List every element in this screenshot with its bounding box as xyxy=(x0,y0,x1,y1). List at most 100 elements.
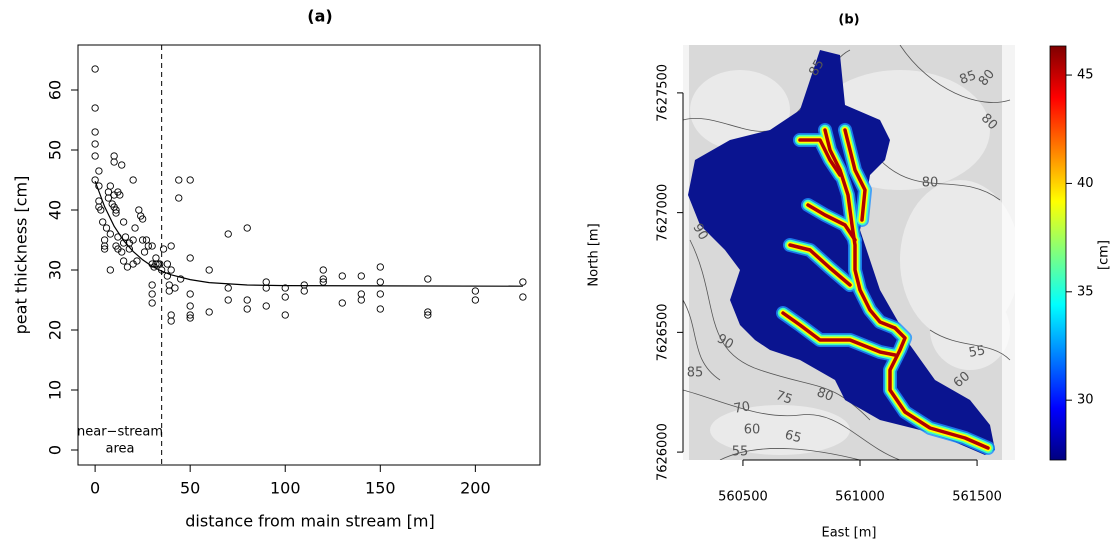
y-tick-label: 0 xyxy=(46,445,65,455)
data-point xyxy=(263,279,269,285)
data-point xyxy=(339,300,345,306)
data-point xyxy=(377,279,383,285)
data-point xyxy=(119,162,125,168)
fit-line xyxy=(95,181,523,286)
data-point xyxy=(225,285,231,291)
y-tick-label: 10 xyxy=(46,380,65,400)
data-point xyxy=(301,282,307,288)
plot-frame xyxy=(78,45,540,465)
data-point xyxy=(206,309,212,315)
data-point xyxy=(472,297,478,303)
data-point xyxy=(103,225,109,231)
annotation: area xyxy=(106,442,135,457)
data-point xyxy=(120,219,126,225)
data-point xyxy=(377,264,383,270)
data-point xyxy=(101,237,107,243)
y-tick-label: 7626500 xyxy=(656,303,671,361)
data-point xyxy=(263,303,269,309)
data-point xyxy=(92,129,98,135)
data-point xyxy=(139,237,145,243)
data-point xyxy=(472,288,478,294)
data-point xyxy=(187,255,193,261)
data-point xyxy=(176,177,182,183)
x-tick-label: 200 xyxy=(460,479,491,498)
data-point xyxy=(168,318,174,324)
y-tick-label: 60 xyxy=(46,80,65,100)
x-tick-label: 50 xyxy=(180,479,200,498)
colorbar-tick-label: 45 xyxy=(1077,68,1094,83)
x-axis-label: distance from main stream [m] xyxy=(185,512,435,531)
data-point xyxy=(92,153,98,159)
colorbar-tick-label: 40 xyxy=(1077,176,1094,191)
data-point xyxy=(168,267,174,273)
data-point xyxy=(120,258,126,264)
data-point xyxy=(145,243,151,249)
data-point xyxy=(425,276,431,282)
data-point xyxy=(377,306,383,312)
data-point xyxy=(358,297,364,303)
data-point xyxy=(149,300,155,306)
data-point xyxy=(520,294,526,300)
data-point xyxy=(96,198,102,204)
data-point xyxy=(225,231,231,237)
data-point xyxy=(92,66,98,72)
data-point xyxy=(153,255,159,261)
y-axis-label: peat thickness [cm] xyxy=(12,176,31,335)
data-point xyxy=(225,297,231,303)
contour-label: 55 xyxy=(732,445,749,460)
panel-title: (a) xyxy=(307,7,332,26)
colorbar-tick-label: 30 xyxy=(1077,393,1094,408)
edge xyxy=(1002,45,1015,460)
y-tick-label: 20 xyxy=(46,320,65,340)
data-point xyxy=(282,312,288,318)
data-point xyxy=(520,279,526,285)
contour-label: 70 xyxy=(733,399,752,417)
data-point xyxy=(149,282,155,288)
data-point xyxy=(107,231,113,237)
data-point xyxy=(92,105,98,111)
y-tick-label: 50 xyxy=(46,140,65,160)
data-point xyxy=(168,312,174,318)
data-point xyxy=(339,273,345,279)
y-tick-label: 7626000 xyxy=(656,423,671,481)
data-point xyxy=(176,195,182,201)
data-point xyxy=(149,243,155,249)
x-tick-label: 0 xyxy=(90,479,100,498)
x-tick-label: 561000 xyxy=(835,490,885,505)
contour-label: 80 xyxy=(922,176,939,191)
y-axis-label: North [m] xyxy=(587,223,602,286)
figure: (a) distance from main stream [m] peat t… xyxy=(0,0,1118,542)
map-image xyxy=(683,45,1020,460)
x-tick-label: 560500 xyxy=(718,490,768,505)
colorbar-label: [cm] xyxy=(1097,240,1112,270)
panel-a: (a) distance from main stream [m] peat t… xyxy=(12,7,541,531)
data-point xyxy=(320,267,326,273)
contour-label: 60 xyxy=(744,423,761,438)
data-point xyxy=(143,237,149,243)
data-point xyxy=(187,291,193,297)
colorbar xyxy=(1050,46,1066,460)
x-tick-label: 100 xyxy=(270,479,301,498)
data-point xyxy=(164,261,170,267)
data-point xyxy=(172,285,178,291)
data-point xyxy=(122,234,128,240)
x-tick-label: 150 xyxy=(365,479,396,498)
data-point xyxy=(187,177,193,183)
data-point xyxy=(92,141,98,147)
y-tick-label: 40 xyxy=(46,200,65,220)
data-point xyxy=(282,294,288,300)
data-point xyxy=(206,267,212,273)
data-point xyxy=(100,219,106,225)
data-point xyxy=(358,291,364,297)
contour-label: 85 xyxy=(687,366,704,381)
annotation: near−stream xyxy=(77,425,163,440)
data-point xyxy=(111,159,117,165)
data-point xyxy=(244,225,250,231)
panel-title: (b) xyxy=(838,13,859,28)
data-point xyxy=(107,183,113,189)
data-point xyxy=(136,207,142,213)
data-point xyxy=(96,168,102,174)
data-point xyxy=(141,249,147,255)
data-point xyxy=(160,246,166,252)
